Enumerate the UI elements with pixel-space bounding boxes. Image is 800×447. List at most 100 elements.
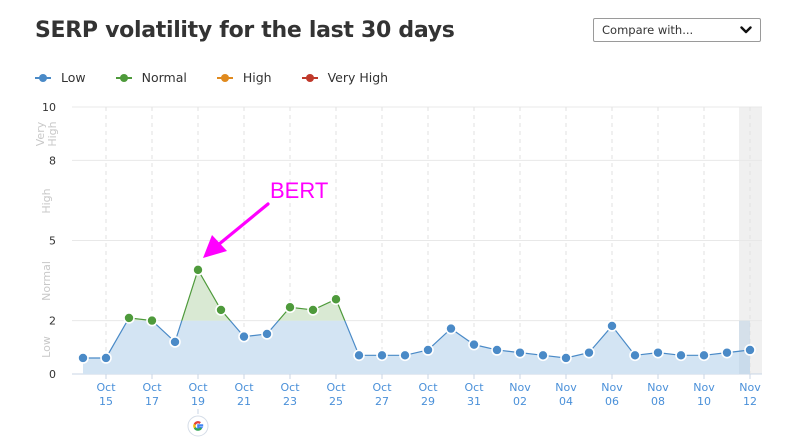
x-tick-day: 12	[743, 395, 757, 408]
data-point[interactable]	[468, 338, 480, 351]
compare-select-label: Compare with...	[602, 23, 694, 37]
data-point[interactable]	[606, 320, 618, 332]
data-point[interactable]	[238, 330, 250, 343]
legend-item-low[interactable]: Low	[35, 70, 86, 85]
x-tick-month: Oct	[372, 381, 392, 394]
data-point[interactable]	[537, 349, 549, 362]
x-tick-day: 21	[237, 395, 251, 408]
arrowhead-icon	[203, 235, 227, 258]
data-point[interactable]	[330, 293, 342, 306]
x-tick-day: 31	[467, 395, 481, 408]
data-point[interactable]	[491, 344, 503, 356]
y-tick-label: 10	[42, 101, 56, 114]
data-point[interactable]	[445, 322, 457, 335]
legend-marker-icon	[301, 73, 318, 82]
data-point[interactable]	[675, 349, 687, 362]
legend-label: Low	[61, 70, 86, 85]
svg-text:Normal: Normal	[40, 261, 53, 301]
data-point[interactable]	[629, 349, 641, 362]
x-tick-month: Nov	[739, 381, 761, 394]
data-point[interactable]	[77, 352, 89, 364]
x-tick-month: Oct	[234, 381, 254, 394]
legend-label: High	[242, 70, 272, 85]
data-point[interactable]	[169, 336, 181, 348]
data-point[interactable]	[353, 349, 365, 362]
data-point[interactable]	[376, 349, 388, 362]
data-point[interactable]	[261, 328, 273, 340]
compare-with-select[interactable]: Compare with...	[593, 18, 761, 42]
x-tick-month: Oct	[418, 381, 438, 394]
legend-marker-icon	[216, 73, 233, 82]
legend-label: Very High	[327, 70, 389, 85]
y-band-label: Normal	[40, 261, 53, 301]
x-tick-day: 27	[375, 395, 389, 408]
y-tick-label: 8	[49, 154, 56, 167]
data-point[interactable]	[744, 344, 756, 356]
low-area	[83, 320, 750, 374]
legend-marker-icon	[115, 73, 132, 82]
data-point[interactable]	[560, 352, 572, 364]
legend-marker-icon	[35, 73, 51, 82]
x-tick-month: Oct	[326, 381, 346, 394]
x-tick-month: Oct	[464, 381, 484, 394]
x-tick-day: 08	[651, 395, 665, 408]
svg-text:Low: Low	[40, 336, 53, 358]
x-tick-day: 04	[559, 395, 573, 408]
x-tick-month: Nov	[555, 381, 577, 394]
x-tick-day: 25	[329, 395, 343, 408]
data-point[interactable]	[721, 346, 733, 359]
data-point[interactable]	[583, 346, 595, 359]
chart-series	[77, 264, 756, 374]
x-tick-day: 17	[145, 395, 159, 408]
x-tick-month: Nov	[509, 381, 531, 394]
x-tick-day: 15	[99, 395, 113, 408]
legend-item-normal[interactable]: Normal	[115, 70, 187, 85]
google-icon[interactable]	[187, 415, 209, 437]
annotation-arrow-icon	[216, 202, 270, 247]
x-tick-month: Oct	[188, 381, 208, 394]
data-point[interactable]	[514, 346, 526, 359]
data-point[interactable]	[100, 352, 112, 364]
data-point[interactable]	[192, 264, 204, 276]
data-point[interactable]	[215, 304, 227, 316]
x-tick-month: Oct	[142, 381, 162, 394]
x-tick-month: Nov	[601, 381, 623, 394]
x-axis: Oct15Oct17Oct19Oct21Oct23Oct25Oct27Oct29…	[96, 374, 761, 437]
y-band-label: High	[40, 188, 53, 213]
data-point[interactable]	[652, 346, 664, 359]
chart-legend: Low Normal High Very High	[35, 70, 418, 85]
data-point[interactable]	[422, 344, 434, 356]
data-point[interactable]	[307, 304, 319, 316]
x-tick-day: 06	[605, 395, 619, 408]
data-point[interactable]	[123, 312, 135, 324]
x-tick-month: Nov	[693, 381, 715, 394]
svg-text:Very: Very	[34, 121, 47, 146]
data-point[interactable]	[399, 349, 411, 362]
data-point[interactable]	[284, 301, 296, 314]
y-band-label: Very High	[34, 121, 59, 146]
chart-grid	[72, 106, 762, 375]
legend-label: Normal	[141, 70, 187, 85]
svg-text:High: High	[40, 188, 53, 213]
data-point[interactable]	[146, 314, 158, 327]
bert-annotation: BERT	[203, 178, 328, 258]
chevron-down-icon	[740, 26, 752, 34]
bert-label: BERT	[270, 178, 328, 203]
x-tick-day: 02	[513, 395, 527, 408]
x-tick-day: 19	[191, 395, 205, 408]
y-tick-label: 5	[49, 235, 56, 248]
page-title: SERP volatility for the last 30 days	[35, 18, 455, 43]
y-tick-label: 2	[49, 315, 56, 328]
data-point[interactable]	[698, 349, 710, 362]
x-tick-month: Oct	[280, 381, 300, 394]
y-tick-label: 0	[49, 368, 56, 381]
x-tick-day: 29	[421, 395, 435, 408]
x-tick-day: 10	[697, 395, 711, 408]
y-band-label: Low	[40, 336, 53, 358]
x-tick-month: Nov	[647, 381, 669, 394]
legend-item-high[interactable]: High	[216, 70, 272, 85]
legend-item-very-high[interactable]: Very High	[301, 70, 389, 85]
svg-text:High: High	[46, 121, 59, 146]
